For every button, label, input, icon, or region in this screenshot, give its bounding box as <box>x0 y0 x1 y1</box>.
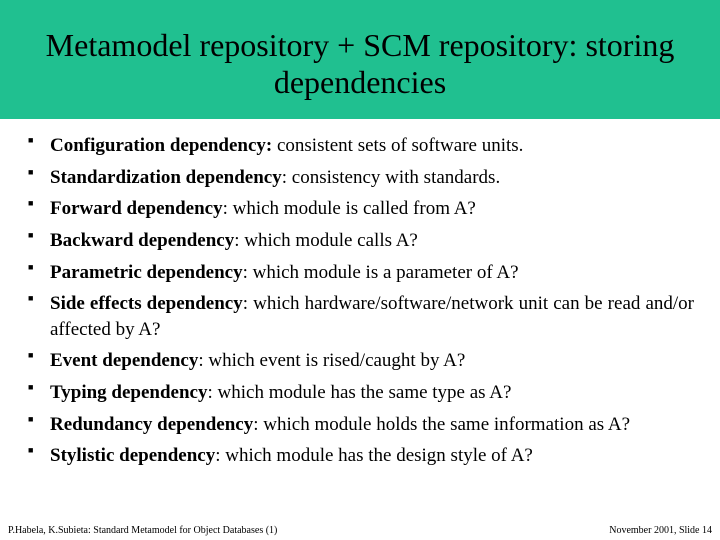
footer: P.Habela, K.Subieta: Standard Metamodel … <box>0 525 720 536</box>
term: Standardization dependency <box>50 167 282 188</box>
desc: : which module calls A? <box>234 230 418 251</box>
list-item: Backward dependency: which module calls … <box>26 228 694 254</box>
list-item: Configuration dependency: consistent set… <box>26 133 694 159</box>
list-item: Side effects dependency: which hardware/… <box>26 291 694 342</box>
list-item: Parametric dependency: which module is a… <box>26 260 694 286</box>
list-item: Forward dependency: which module is call… <box>26 196 694 222</box>
desc: : which module is a parameter of A? <box>243 262 519 283</box>
list-item: Stylistic dependency: which module has t… <box>26 443 694 469</box>
title-area: Metamodel repository + SCM repository: s… <box>0 0 720 119</box>
term: Stylistic dependency <box>50 445 215 466</box>
desc: consistent sets of software units. <box>272 135 523 156</box>
desc: : which module holds the same informatio… <box>253 414 630 435</box>
term: Typing dependency <box>50 382 208 403</box>
term: Configuration dependency: <box>50 135 272 156</box>
footer-left: P.Habela, K.Subieta: Standard Metamodel … <box>8 525 277 536</box>
term: Event dependency <box>50 350 198 371</box>
desc: : which module is called from A? <box>223 198 476 219</box>
content-area: Configuration dependency: consistent set… <box>0 119 720 469</box>
term: Backward dependency <box>50 230 234 251</box>
slide-title: Metamodel repository + SCM repository: s… <box>40 27 680 101</box>
desc: : which module has the same type as A? <box>208 382 512 403</box>
desc: : which event is rised/caught by A? <box>198 350 465 371</box>
footer-right: November 2001, Slide 14 <box>609 525 712 536</box>
term: Parametric dependency <box>50 262 243 283</box>
term: Side effects dependency <box>50 293 243 314</box>
term: Redundancy dependency <box>50 414 253 435</box>
list-item: Redundancy dependency: which module hold… <box>26 412 694 438</box>
term: Forward dependency <box>50 198 223 219</box>
list-item: Typing dependency: which module has the … <box>26 380 694 406</box>
dependency-list: Configuration dependency: consistent set… <box>26 133 694 469</box>
list-item: Standardization dependency: consistency … <box>26 165 694 191</box>
desc: : which module has the design style of A… <box>215 445 533 466</box>
list-item: Event dependency: which event is rised/c… <box>26 348 694 374</box>
desc: : consistency with standards. <box>282 167 500 188</box>
